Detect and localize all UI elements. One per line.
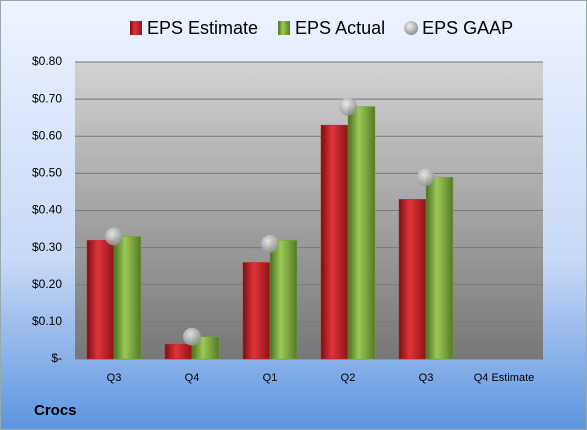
legend-marker xyxy=(130,21,142,35)
x-tick-label: Q3 xyxy=(419,372,434,384)
gaap-marker xyxy=(339,97,357,116)
x-tick-label: Q2 xyxy=(341,372,356,384)
y-tick-label: $0.50 xyxy=(32,166,62,180)
legend-label: EPS Actual xyxy=(295,18,385,38)
y-tick-label: $0.70 xyxy=(32,91,62,105)
legend-marker xyxy=(278,21,291,35)
bar xyxy=(347,106,376,360)
bar xyxy=(164,343,193,360)
bar xyxy=(269,239,298,360)
bar xyxy=(242,262,271,360)
y-tick-label: $0.40 xyxy=(32,203,62,217)
y-tick-label: $0.10 xyxy=(32,314,62,328)
bar xyxy=(425,176,454,360)
bar xyxy=(320,124,349,360)
gaap-marker xyxy=(261,234,279,253)
footnote: Crocs xyxy=(34,402,77,419)
y-tick-label: $0.20 xyxy=(32,277,62,291)
x-tick-label: Q1 xyxy=(263,372,278,384)
gaap-marker xyxy=(417,168,435,187)
legend-label: EPS Estimate xyxy=(147,18,258,38)
x-tick-label: Q4 xyxy=(185,372,200,384)
legend-marker xyxy=(404,21,419,35)
y-tick-label: $0.30 xyxy=(32,240,62,254)
y-tick-label: $0.80 xyxy=(32,54,62,68)
gaap-marker xyxy=(183,327,201,346)
x-tick-label: Q3 xyxy=(107,372,122,384)
legend-label: EPS GAAP xyxy=(422,18,513,38)
y-tick-label: $- xyxy=(51,351,62,365)
bar xyxy=(113,236,142,360)
y-tick-label: $0.60 xyxy=(32,128,62,142)
gaap-marker xyxy=(105,227,123,246)
x-tick-label: Q4 Estimate xyxy=(474,372,535,384)
bar xyxy=(398,199,427,360)
bar xyxy=(86,239,115,360)
